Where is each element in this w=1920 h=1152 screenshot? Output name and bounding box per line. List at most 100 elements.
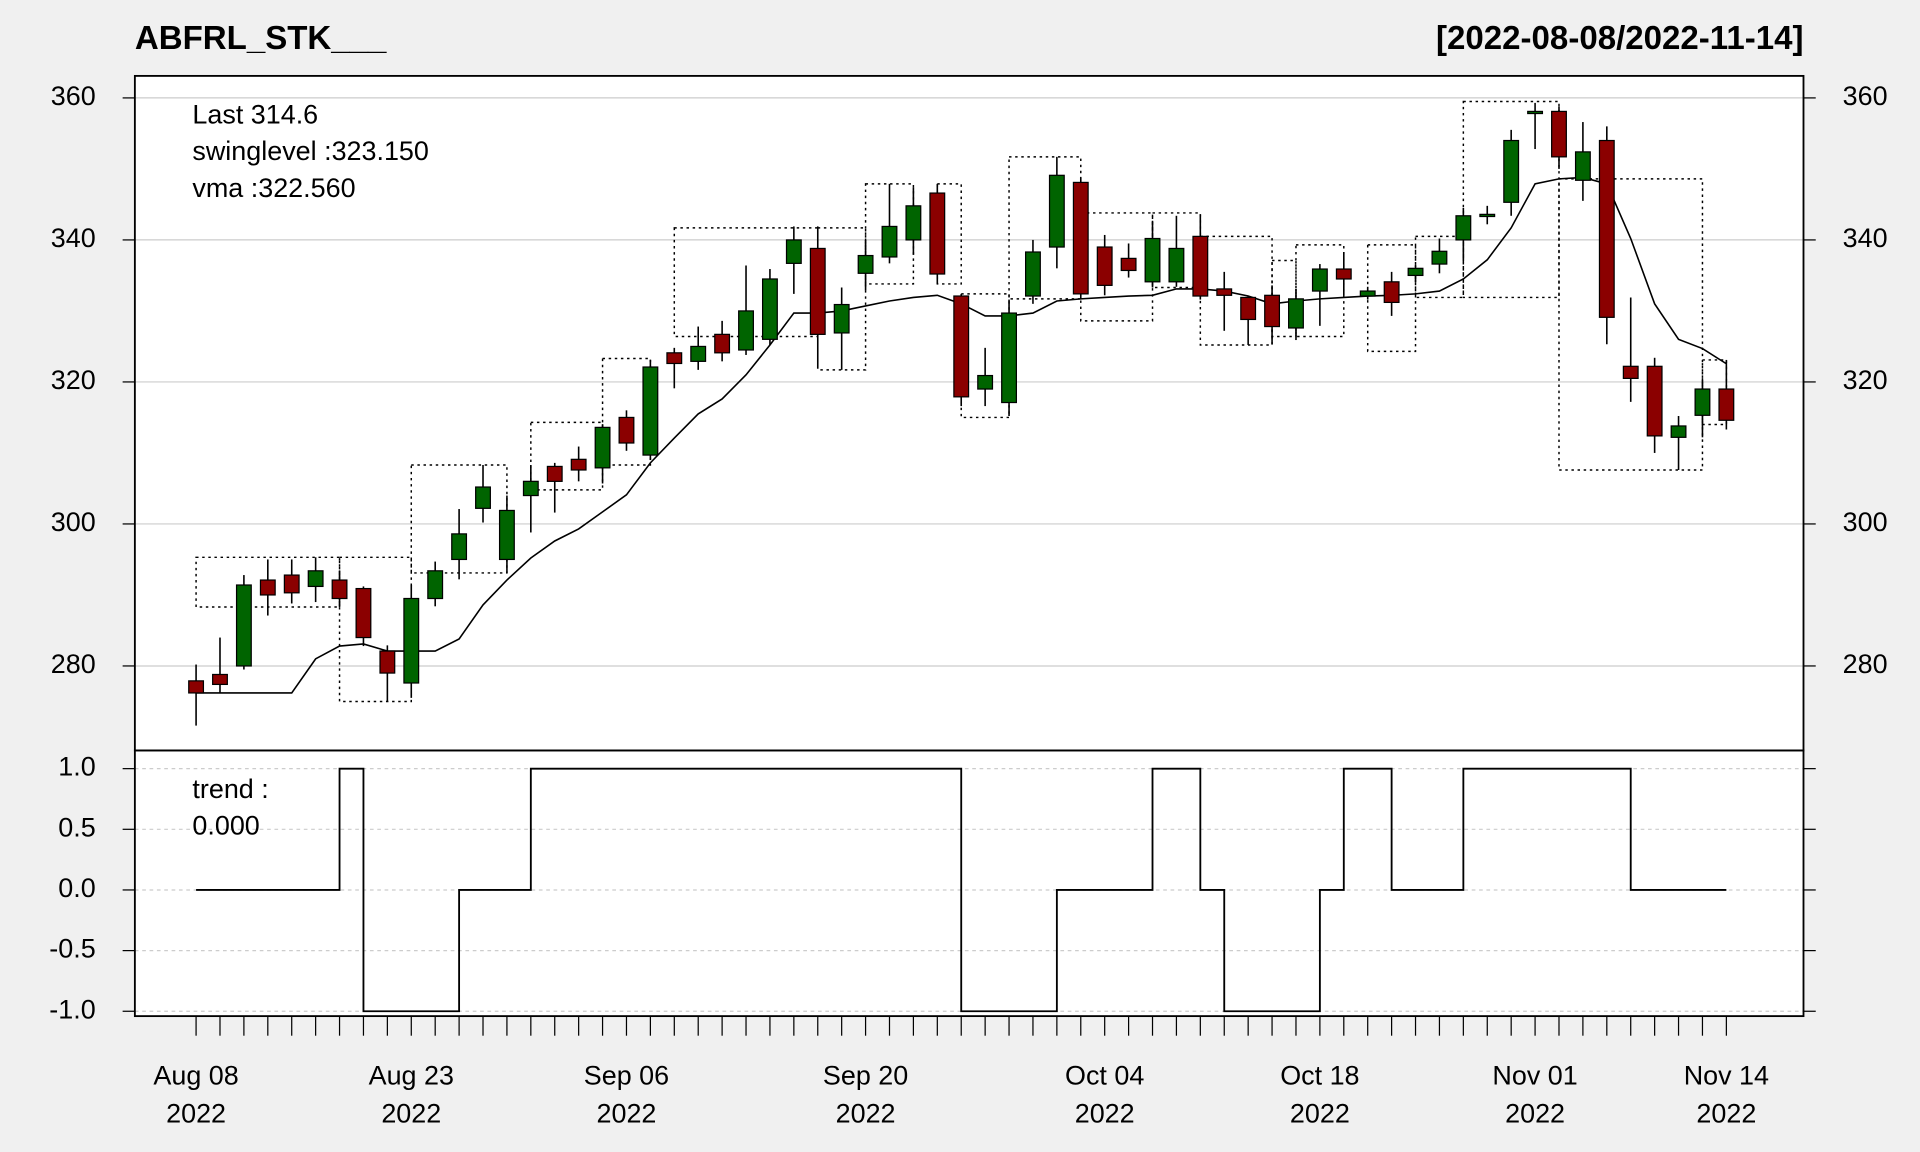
candle-body (427, 570, 444, 600)
y-tick-label: 300 (51, 507, 96, 537)
candle-body (379, 650, 396, 674)
candle-body (1192, 235, 1209, 297)
x-tick-label: 2022 (597, 1098, 657, 1128)
candle-body (235, 584, 252, 667)
x-tick-label: 2022 (1696, 1098, 1756, 1128)
candle-body (977, 374, 994, 390)
candle-body (307, 570, 324, 588)
candle-body (1240, 296, 1257, 321)
swing-box (338, 556, 413, 703)
candle-body (833, 303, 850, 334)
y-tick-label-right: 340 (1843, 223, 1888, 253)
candle-body (618, 416, 635, 444)
x-tick-label: Aug 23 (369, 1060, 454, 1090)
candle-body (666, 352, 683, 365)
date-range: [2022-08-08/2022-11-14] (1436, 20, 1803, 57)
candle-body (905, 205, 922, 241)
y-tick-label: 1.0 (58, 752, 95, 782)
candle-body (1455, 215, 1472, 241)
panel-frame (133, 749, 1805, 1018)
candle-body (1574, 151, 1591, 181)
candle-body (881, 225, 898, 258)
x-tick-label: Sep 20 (823, 1060, 908, 1090)
candle-body (809, 247, 826, 335)
candle-body (738, 310, 754, 351)
y-tick-label-right: 320 (1843, 365, 1888, 395)
candle-body (1168, 247, 1185, 283)
candle-body (522, 480, 539, 497)
candle-body (1216, 288, 1233, 296)
candle-body (1527, 110, 1544, 115)
legend-text: vma :322.560 (192, 173, 355, 203)
x-tick-label: Sep 06 (584, 1060, 669, 1090)
candle-body (953, 295, 970, 398)
candle-body (1024, 251, 1041, 297)
candle-body (259, 579, 276, 596)
swing-box (1080, 212, 1154, 322)
x-tick-label: 2022 (381, 1098, 441, 1128)
y-tick-label: 0.0 (58, 873, 95, 903)
candle-body (1598, 139, 1615, 318)
y-tick-label-right: 300 (1843, 507, 1888, 537)
candle-body (355, 587, 372, 639)
candle-body (785, 239, 802, 264)
x-tick-label: Nov 01 (1492, 1060, 1577, 1090)
candle-body (1670, 425, 1687, 438)
y-tick-label: 320 (51, 365, 96, 395)
candle-body (498, 509, 515, 561)
x-tick-label: Aug 08 (153, 1060, 238, 1090)
candle-body (1072, 181, 1089, 295)
x-tick-label: 2022 (166, 1098, 226, 1128)
candle-body (690, 345, 707, 362)
swing-box (601, 357, 652, 466)
y-tick-label: -0.5 (49, 934, 95, 964)
candle-body (1096, 246, 1113, 286)
plot-area (134, 75, 1804, 1017)
y-tick-label-right: 360 (1843, 81, 1888, 111)
swing-box (864, 183, 915, 285)
x-tick-label: Oct 04 (1065, 1060, 1144, 1090)
candle-body (594, 426, 611, 469)
candle-body (1646, 365, 1663, 437)
candle-body (1311, 268, 1328, 292)
candle-body (212, 673, 228, 686)
y-tick-label: 360 (51, 81, 96, 111)
candle-body (1383, 281, 1400, 304)
swing-box (1462, 100, 1560, 299)
candle-body (1120, 257, 1137, 272)
candle-body (331, 579, 348, 600)
candle-body (283, 574, 300, 594)
y-tick-label: -1.0 (49, 994, 95, 1024)
candle-body (451, 533, 468, 561)
candle-body (857, 254, 874, 274)
candle-body (1048, 174, 1065, 248)
swing-box (1366, 244, 1417, 353)
candle-body (403, 597, 420, 684)
x-tick-label: 2022 (836, 1098, 896, 1128)
x-tick-label: 2022 (1290, 1098, 1350, 1128)
candle-body (1551, 110, 1567, 158)
x-tick-label: 2022 (1505, 1098, 1565, 1128)
candle-body (642, 366, 659, 456)
candle-body (1503, 139, 1520, 203)
candle-body (1144, 237, 1161, 283)
legend-text: 0.000 (192, 811, 259, 841)
x-tick-label: Oct 18 (1280, 1060, 1359, 1090)
y-tick-label-right: 280 (1843, 649, 1888, 679)
candle-body (475, 486, 491, 509)
candle-body (1407, 267, 1424, 277)
legend-text: Last 314.6 (192, 99, 318, 129)
legend-text: trend : (192, 774, 268, 804)
y-tick-label: 340 (51, 223, 96, 253)
candle-body (1479, 213, 1496, 218)
candle-body (1335, 268, 1352, 280)
candle-body (1718, 388, 1735, 421)
candle-body (188, 680, 205, 694)
y-tick-label: 280 (51, 649, 96, 679)
candle-body (1359, 290, 1376, 297)
y-tick-label: 0.5 (58, 812, 95, 842)
x-tick-label: Nov 14 (1684, 1060, 1769, 1090)
candle-body (1001, 312, 1018, 404)
